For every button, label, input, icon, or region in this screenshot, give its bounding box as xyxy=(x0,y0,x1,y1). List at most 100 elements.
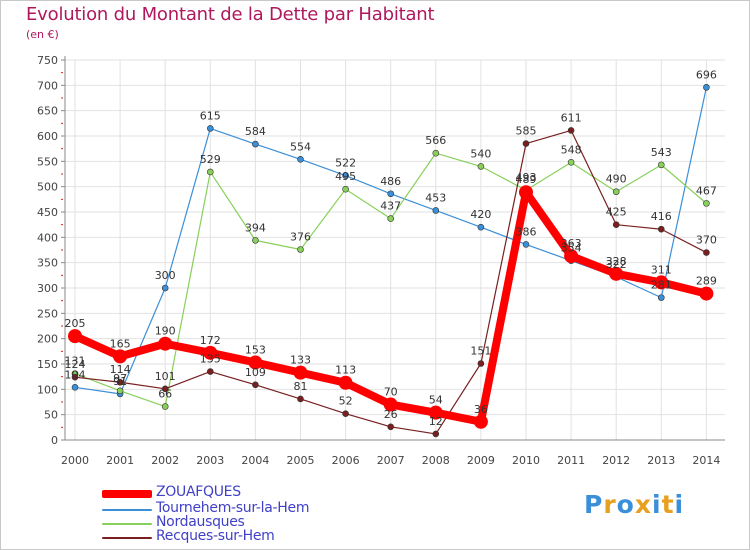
x-tick-label: 2009 xyxy=(467,454,495,467)
logo-letter: P xyxy=(584,490,604,519)
x-tick-label: 2003 xyxy=(196,454,224,467)
logo-letter: x xyxy=(634,490,652,519)
data-point-nordausques xyxy=(207,168,214,176)
data-point-zouafques xyxy=(68,329,82,344)
data-label-nordausques: 548 xyxy=(561,143,582,156)
data-label-recques-sur-hem: 370 xyxy=(696,234,717,247)
y-tick-label: 0 xyxy=(51,434,58,447)
legend-swatch-nordausques xyxy=(102,523,152,525)
legend-label-recques: Recques-sur-Hem xyxy=(156,528,275,544)
y-tick-label: 350 xyxy=(37,257,58,270)
data-label-nordausques: 394 xyxy=(245,221,266,234)
y-tick-label: 150 xyxy=(37,358,58,371)
data-point-zouafques xyxy=(609,266,624,281)
data-point-nordausques xyxy=(161,403,169,410)
data-point-tournehem-sur-la-hem xyxy=(432,207,440,214)
y-tick-label: 750 xyxy=(37,54,58,67)
data-point-nordausques xyxy=(342,185,349,193)
data-point-recques-sur-hem xyxy=(657,225,665,233)
data-point-nordausques xyxy=(252,237,259,244)
data-label-zouafques: 133 xyxy=(290,354,311,367)
y-tick-label: 450 xyxy=(37,206,58,219)
data-label-nordausques: 131 xyxy=(65,355,86,368)
y-tick-label: 100 xyxy=(37,383,58,396)
x-tick-label: 2004 xyxy=(241,454,269,467)
legend-swatch-recques xyxy=(102,537,152,539)
data-label-nordausques: 437 xyxy=(380,200,401,213)
chart-subtitle: (en €) xyxy=(26,28,59,41)
data-point-nordausques xyxy=(477,163,485,170)
data-point-zouafques xyxy=(383,397,398,412)
x-tick-label: 2000 xyxy=(61,454,89,467)
data-point-nordausques xyxy=(297,246,304,253)
data-point-zouafques xyxy=(113,349,128,364)
data-label-tournehem-sur-la-hem: 486 xyxy=(380,175,401,188)
data-label-recques-sur-hem: 425 xyxy=(606,206,627,219)
y-tick-label: 50 xyxy=(44,409,58,422)
data-label-tournehem-sur-la-hem: 281 xyxy=(651,279,672,292)
legend-swatch-zouafques xyxy=(102,490,152,498)
data-label-zouafques: 165 xyxy=(110,337,131,350)
data-label-nordausques: 566 xyxy=(425,134,446,147)
legend-label-nordausques: Nordausques xyxy=(156,514,245,530)
data-point-zouafques xyxy=(338,375,353,390)
data-label-recques-sur-hem: 151 xyxy=(470,344,491,357)
data-label-zouafques: 113 xyxy=(335,364,356,377)
data-label-nordausques: 493 xyxy=(516,171,537,184)
data-label-tournehem-sur-la-hem: 584 xyxy=(245,125,266,138)
data-point-recques-sur-hem xyxy=(387,423,395,431)
data-label-recques-sur-hem: 611 xyxy=(561,111,582,124)
y-tick-label: 300 xyxy=(37,282,58,295)
data-label-nordausques: 540 xyxy=(470,147,491,160)
data-label-zouafques: 489 xyxy=(516,173,537,186)
data-label-zouafques: 70 xyxy=(384,386,398,399)
data-point-zouafques xyxy=(158,336,173,351)
data-label-recques-sur-hem: 416 xyxy=(651,210,672,223)
data-point-recques-sur-hem xyxy=(342,410,349,417)
data-label-recques-sur-hem: 12 xyxy=(429,415,443,428)
data-point-zouafques xyxy=(248,355,263,370)
data-label-recques-sur-hem: 135 xyxy=(200,353,221,366)
x-tick-label: 2012 xyxy=(602,454,630,467)
data-label-nordausques: 543 xyxy=(651,146,672,159)
data-label-tournehem-sur-la-hem: 615 xyxy=(200,109,221,122)
legend-swatch-tournehem xyxy=(102,509,152,511)
data-point-recques-sur-hem xyxy=(432,430,440,438)
x-tick-label: 2006 xyxy=(332,454,360,467)
data-point-recques-sur-hem xyxy=(477,360,485,367)
data-point-tournehem-sur-la-hem xyxy=(387,190,395,198)
data-label-zouafques: 205 xyxy=(65,317,86,330)
data-point-zouafques xyxy=(699,286,714,301)
data-label-zouafques: 363 xyxy=(561,237,582,250)
x-tick-label: 2002 xyxy=(151,454,179,467)
y-tick-label: 250 xyxy=(37,307,58,320)
x-tick-label: 2014 xyxy=(692,454,720,467)
logo-letter: i xyxy=(674,490,685,519)
logo-letter: t xyxy=(661,490,675,519)
data-point-zouafques xyxy=(203,345,218,360)
data-label-recques-sur-hem: 81 xyxy=(294,380,308,393)
plot-area xyxy=(65,60,725,440)
x-tick-label: 2005 xyxy=(287,454,315,467)
data-point-tournehem-sur-la-hem xyxy=(252,140,259,148)
legend-label-zouafques: ZOUAFQUES xyxy=(156,484,241,500)
data-point-zouafques xyxy=(654,275,669,290)
logo-letter: i xyxy=(652,490,662,519)
data-point-tournehem-sur-la-hem xyxy=(297,156,304,163)
data-point-tournehem-sur-la-hem xyxy=(342,172,349,179)
x-tick-label: 2010 xyxy=(512,454,540,467)
data-label-nordausques: 490 xyxy=(606,173,627,186)
data-point-nordausques xyxy=(387,215,395,222)
data-label-tournehem-sur-la-hem: 354 xyxy=(561,242,582,255)
data-label-nordausques: 495 xyxy=(335,170,356,183)
data-point-tournehem-sur-la-hem xyxy=(703,84,710,91)
data-label-recques-sur-hem: 109 xyxy=(245,366,266,379)
data-point-nordausques xyxy=(116,387,124,395)
data-label-zouafques: 172 xyxy=(200,334,221,347)
data-label-zouafques: 54 xyxy=(429,394,443,407)
data-label-nordausques: 97 xyxy=(113,372,127,385)
data-label-nordausques: 467 xyxy=(696,184,717,197)
data-point-recques-sur-hem xyxy=(522,140,530,147)
data-point-zouafques xyxy=(293,365,308,380)
